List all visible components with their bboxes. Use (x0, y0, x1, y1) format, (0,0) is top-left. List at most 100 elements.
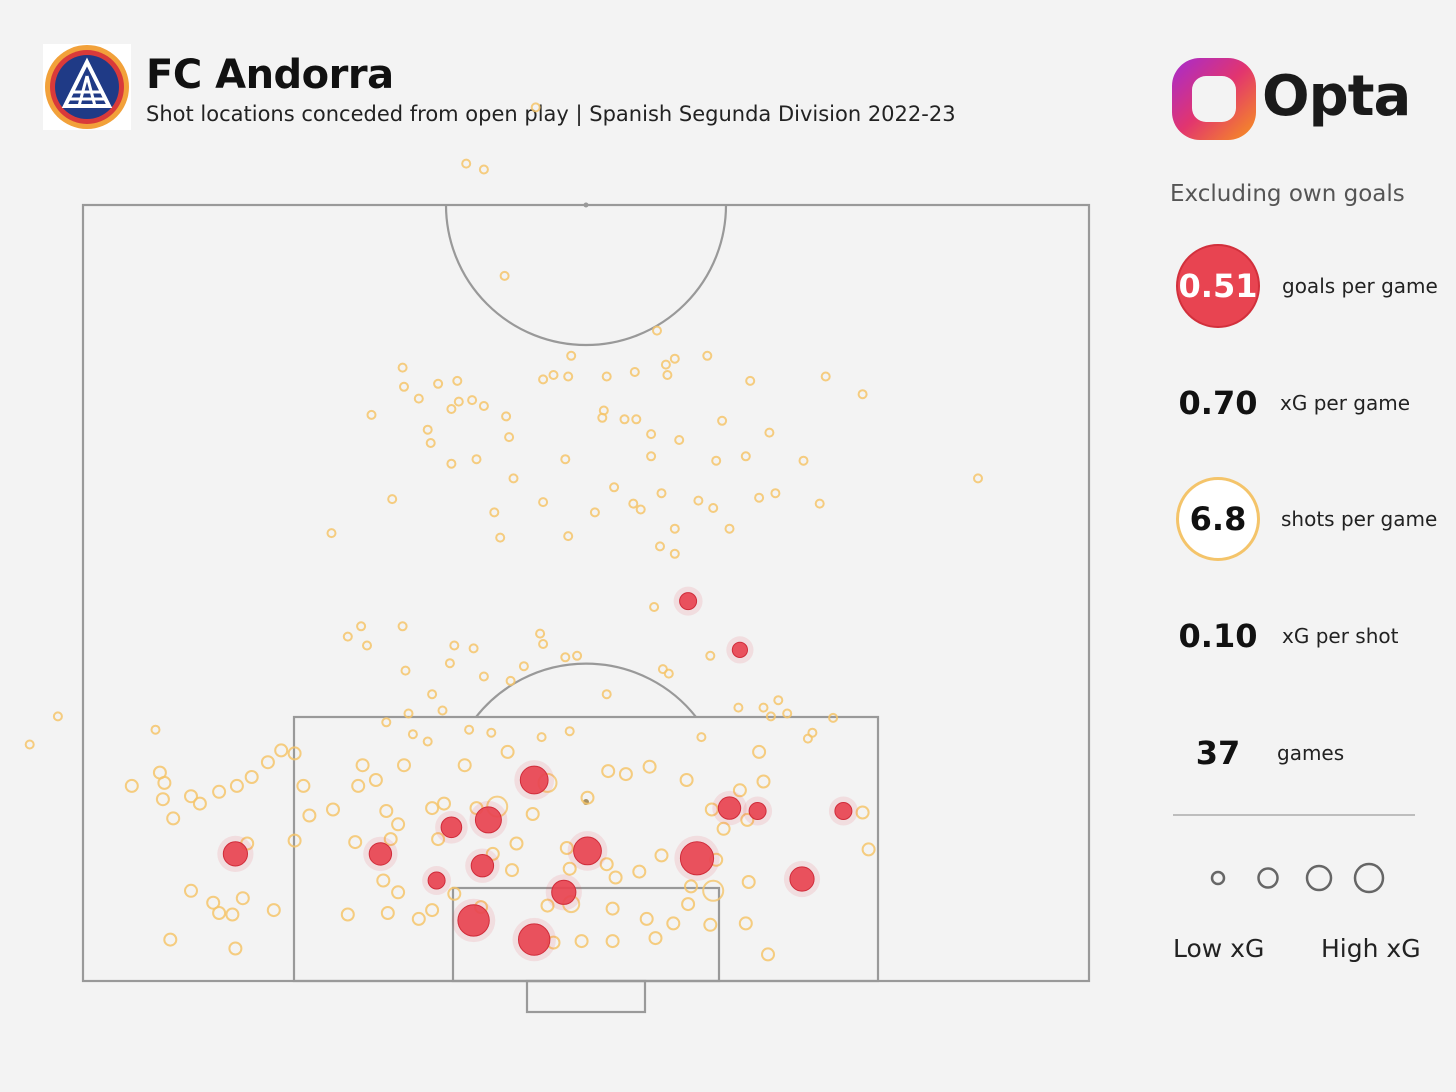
shot-marker-36 (446, 404, 457, 414)
shot-marker-box-9 (400, 665, 411, 676)
shot-marker-box-91 (206, 895, 221, 910)
shot-marker-box-17 (705, 650, 716, 661)
goal-marker-10 (748, 802, 767, 820)
stat-label: shots per game (1281, 507, 1438, 531)
shot-marker-box-64 (155, 792, 170, 807)
shot-marker-box-31 (351, 778, 366, 793)
shot-marker-box-33 (425, 801, 440, 816)
shot-marker-17 (609, 482, 620, 493)
shot-marker-7 (814, 498, 825, 509)
shot-marker-23 (674, 435, 685, 445)
shot-marker-box-13 (601, 689, 612, 700)
brand-logo (1170, 54, 1260, 144)
goal-marker-15 (457, 904, 490, 937)
shot-marker-39 (453, 396, 464, 407)
shot-marker-9 (693, 495, 704, 506)
shot-marker-41 (399, 381, 409, 392)
shot-marker-box-12 (505, 675, 516, 686)
shot-marker-box-96 (380, 906, 395, 920)
shot-marker-box-112 (228, 941, 243, 956)
goal-marker-11 (834, 802, 853, 820)
shot-marker-box-128 (24, 739, 35, 750)
shot-marker-box-121 (437, 705, 448, 716)
shot-marker-box-45 (580, 790, 595, 805)
shot-marker-box-106 (648, 931, 663, 946)
goal-marker-13 (427, 871, 446, 890)
shot-marker-box-79 (740, 812, 755, 827)
shot-marker-box-8 (444, 658, 455, 669)
stat-xg-per-shot: 0.10 xG per shot (1176, 594, 1456, 684)
shot-marker-box-69 (287, 833, 302, 848)
goal-marker-16 (789, 866, 815, 892)
shot-marker-box-39 (618, 767, 633, 782)
shot-marker-box-30 (355, 758, 370, 773)
shot-map (24, 102, 1091, 1014)
legend-circle-lg (1353, 862, 1385, 894)
shot-marker-32 (717, 415, 728, 426)
legend-circle-md (1305, 864, 1333, 892)
shot-marker-14 (538, 497, 549, 508)
shot-marker-box-119 (427, 689, 438, 700)
shot-marker-box-5 (449, 640, 460, 651)
shot-marker-46 (548, 370, 559, 380)
goal-marker-8 (222, 841, 248, 867)
goal-marker-5 (573, 836, 602, 866)
shot-marker-52 (820, 371, 831, 382)
shot-marker-29 (425, 438, 436, 448)
shot-marker-24 (711, 455, 722, 466)
shot-marker-box-26 (802, 733, 813, 744)
stat-xg-per-game: 0.70 xG per game (1176, 361, 1456, 451)
goal-marker-0 (679, 592, 698, 611)
goal-marker-1 (731, 641, 749, 659)
opta-logo-icon (1172, 58, 1256, 140)
goal-marker-3 (474, 806, 502, 834)
shot-marker-box-36 (536, 732, 547, 743)
shot-marker-box-115 (855, 805, 870, 820)
shot-marker-box-42 (704, 802, 719, 817)
shot-marker-box-123 (464, 724, 475, 735)
shot-marker-43 (452, 375, 463, 386)
panel-divider (1173, 814, 1415, 816)
shot-marker-3 (669, 523, 680, 534)
shot-marker-1 (563, 531, 574, 542)
shot-marker-box-27 (407, 729, 418, 740)
shot-marker-far-3 (499, 270, 510, 281)
shot-marker-18 (560, 454, 571, 465)
shot-marker-56 (566, 350, 577, 361)
shot-marker-27 (504, 432, 515, 443)
shot-marker-box-60 (212, 784, 227, 799)
stat-value: 0.51 (1176, 244, 1260, 328)
shot-marker-box-82 (447, 886, 462, 901)
shot-marker-box-103 (639, 911, 654, 926)
stat-games: 37 games (1176, 711, 1456, 801)
shot-marker-10 (589, 507, 600, 518)
shot-marker-box-71 (431, 832, 446, 847)
shot-marker-16 (798, 455, 809, 466)
legend-circle-sm (1257, 867, 1279, 889)
shot-marker-box-125 (52, 711, 63, 722)
shot-marker-47 (629, 367, 640, 377)
shot-marker-box-109 (574, 934, 589, 949)
shot-marker-box-78 (716, 821, 731, 836)
shot-marker-box-76 (654, 848, 669, 863)
shot-marker-box-58 (244, 770, 259, 784)
shot-marker-49 (669, 353, 680, 364)
shot-marker-box-57 (260, 755, 275, 770)
shot-marker-box-20 (758, 702, 769, 713)
shot-marker-box-22 (782, 708, 793, 719)
shot-marker-box-67 (124, 778, 139, 793)
shot-marker-box-14 (538, 639, 549, 649)
goal-marker-9 (717, 796, 742, 820)
shot-marker-51 (745, 375, 756, 386)
shot-marker-box-81 (391, 885, 406, 900)
legend-low-label: Low xG (1173, 934, 1265, 963)
goal (525, 979, 647, 1014)
shot-marker-box-6 (397, 621, 408, 632)
shot-marker-box-113 (761, 947, 775, 962)
shot-marker-box-49 (379, 804, 394, 818)
stat-value: 0.70 (1178, 384, 1258, 422)
shot-marker-11 (387, 494, 398, 505)
shot-marker-box-19 (733, 702, 744, 713)
shot-marker-box-34 (457, 758, 472, 773)
shot-marker-box-3 (535, 628, 546, 639)
